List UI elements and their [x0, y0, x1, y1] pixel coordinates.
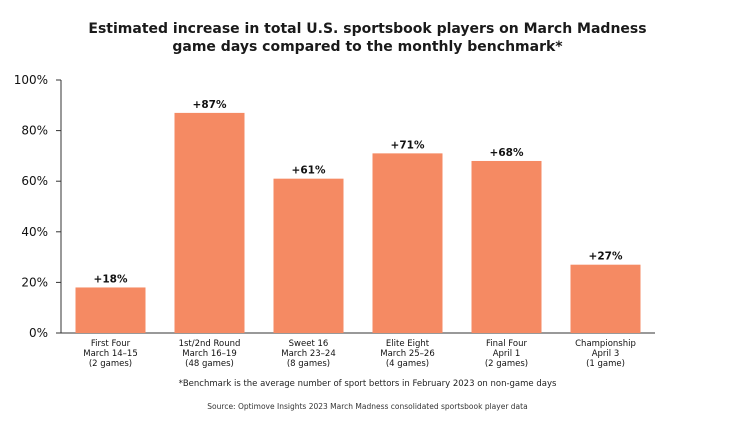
y-tick-label: 80%: [21, 124, 48, 138]
x-tick-label: March 14–15: [83, 349, 138, 359]
y-tick-label: 0%: [29, 326, 48, 340]
chart-title-line-1: Estimated increase in total U.S. sportsb…: [88, 21, 647, 37]
bar: [570, 264, 641, 333]
x-tick-label: Sweet 16: [289, 339, 329, 349]
x-tick-label: Championship: [575, 339, 636, 349]
chart-title-line-2: game days compared to the monthly benchm…: [172, 39, 563, 55]
data-label: +71%: [391, 139, 425, 151]
x-tick-label: Elite Eight: [386, 339, 430, 349]
data-label: +18%: [94, 273, 128, 285]
data-label: +68%: [490, 147, 524, 159]
data-label: +61%: [292, 165, 326, 177]
y-tick-label: 40%: [21, 225, 48, 239]
data-label: +87%: [193, 99, 227, 111]
x-tick-label: April 1: [493, 349, 521, 359]
x-tick-label: (2 games): [485, 359, 528, 369]
bar: [75, 287, 146, 333]
bar: [273, 178, 344, 333]
x-tick-label: 1st/2nd Round: [179, 339, 241, 349]
x-tick-label: (48 games): [185, 359, 234, 369]
x-tick-label: (4 games): [386, 359, 429, 369]
x-tick-label: April 3: [592, 349, 620, 359]
x-tick-label: Final Four: [486, 339, 527, 349]
bar: [471, 160, 542, 333]
benchmark-footnote: *Benchmark is the average number of spor…: [178, 379, 557, 389]
x-tick-label: (8 games): [287, 359, 330, 369]
x-tick-label: March 23–24: [281, 349, 336, 359]
y-tick-label: 100%: [14, 73, 48, 87]
y-tick-label: 60%: [21, 174, 48, 188]
bar: [174, 112, 245, 333]
x-tick-label: March 25–26: [380, 349, 435, 359]
x-tick-label: (2 games): [89, 359, 132, 369]
bar: [372, 153, 443, 333]
source-note: Source: Optimove Insights 2023 March Mad…: [207, 402, 528, 411]
data-label: +27%: [589, 251, 623, 263]
x-tick-label: First Four: [91, 339, 131, 349]
x-tick-label: March 16–19: [182, 349, 237, 359]
x-tick-label: (1 game): [586, 359, 625, 369]
y-tick-label: 20%: [21, 275, 48, 289]
